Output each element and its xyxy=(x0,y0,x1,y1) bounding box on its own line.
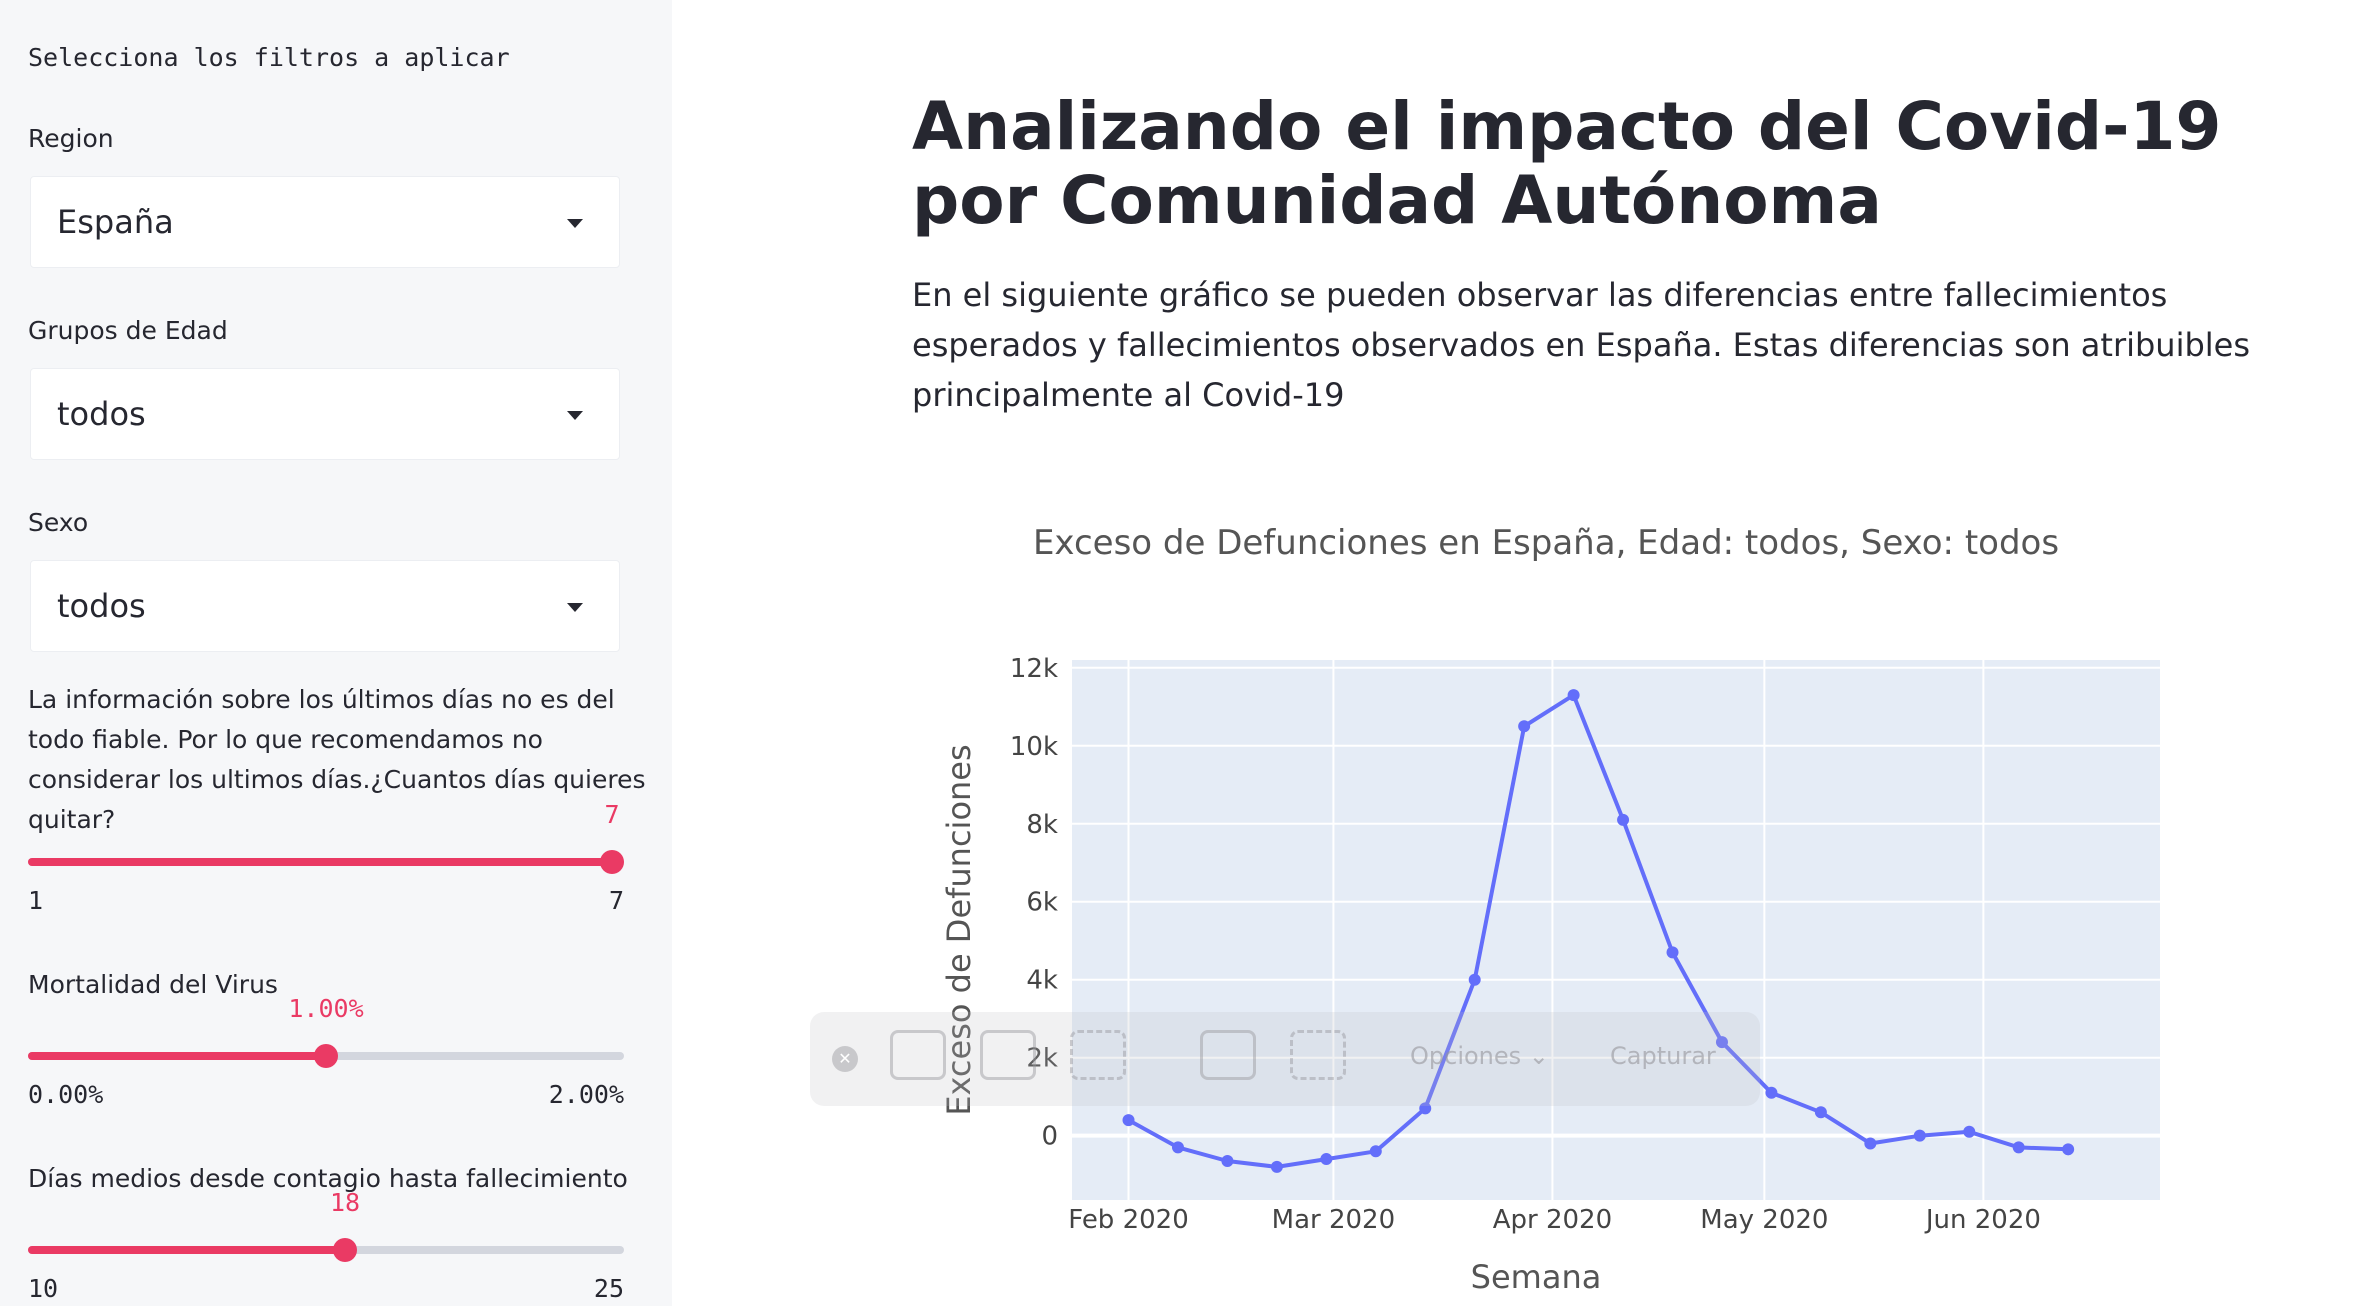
region-select-value: España xyxy=(57,203,174,241)
days-info-text: La información sobre los últimos días no… xyxy=(28,685,646,834)
data-point xyxy=(1814,1106,1827,1119)
age-group-select[interactable]: todos xyxy=(30,368,620,460)
age-group-select-value: todos xyxy=(57,395,146,433)
data-point xyxy=(1221,1155,1234,1168)
slider-thumb[interactable] xyxy=(314,1044,338,1068)
y-tick-label: 2k xyxy=(1026,1044,1058,1074)
sex-label: Sexo xyxy=(28,508,89,537)
page-title: Analizando el impacto del Covid-19 por C… xyxy=(912,88,2222,239)
data-point xyxy=(1320,1153,1333,1166)
x-tick-label: Feb 2020 xyxy=(1068,1205,1188,1235)
page-description: En el siguiente gráfico se pueden observ… xyxy=(912,276,2251,414)
sex-select-value: todos xyxy=(57,587,146,625)
mortality-label: Mortalidad del Virus xyxy=(28,970,278,999)
avg-days-slider[interactable]: 18 10 25 xyxy=(28,1188,624,1306)
days-to-remove-slider[interactable]: 7 1 7 xyxy=(28,800,624,938)
y-axis-label: Exceso de Defunciones xyxy=(940,744,978,1115)
sidebar-heading: Selecciona los filtros a aplicar xyxy=(28,43,510,72)
data-point xyxy=(2062,1143,2075,1156)
data-point xyxy=(1171,1141,1184,1154)
slider-thumb[interactable] xyxy=(600,850,624,874)
record-screen-icon[interactable] xyxy=(1200,1030,1256,1080)
x-tick-label: May 2020 xyxy=(1700,1205,1828,1235)
capture-selection-icon[interactable] xyxy=(1070,1030,1126,1080)
x-tick-label: Apr 2020 xyxy=(1493,1205,1612,1235)
slider-thumb[interactable] xyxy=(333,1238,358,1262)
excess-deaths-chart[interactable]: Exceso de Defunciones en España, Edad: t… xyxy=(912,500,2252,1306)
data-point xyxy=(1468,973,1481,986)
screenshot-toolbar-overlay[interactable]: ✕ Opciones ⌄ Capturar xyxy=(810,1012,1760,1106)
data-point xyxy=(1765,1086,1778,1099)
capture-window-icon[interactable] xyxy=(980,1030,1036,1080)
region-label: Region xyxy=(28,124,114,153)
y-tick-label: 10k xyxy=(1010,732,1058,762)
data-point xyxy=(1666,946,1679,959)
series-line xyxy=(1127,693,2069,1169)
slider-value: 18 xyxy=(330,1188,361,1217)
close-icon[interactable]: ✕ xyxy=(832,1046,858,1072)
y-tick-label: 4k xyxy=(1026,966,1058,996)
region-select[interactable]: España xyxy=(30,176,620,268)
slider-value: 7 xyxy=(604,800,620,829)
data-point xyxy=(1122,1114,1135,1127)
slider-min: 10 xyxy=(28,1274,59,1303)
slider-fill xyxy=(28,1052,326,1060)
chevron-down-icon xyxy=(567,603,583,612)
sidebar: Selecciona los filtros a aplicar Region … xyxy=(0,0,672,1306)
mortality-slider[interactable]: 1.00% 0.00% 2.00% xyxy=(28,994,624,1132)
options-button[interactable]: Opciones ⌄ xyxy=(1410,1042,1549,1070)
capture-button[interactable]: Capturar xyxy=(1610,1042,1716,1070)
data-point xyxy=(1715,1036,1728,1049)
data-point xyxy=(1617,813,1630,826)
age-group-label: Grupos de Edad xyxy=(28,316,228,345)
slider-min: 1 xyxy=(28,886,44,915)
y-tick-label: 8k xyxy=(1026,810,1058,840)
slider-max: 2.00% xyxy=(548,1080,624,1109)
chevron-down-icon xyxy=(567,219,583,228)
x-tick-label: Mar 2020 xyxy=(1272,1205,1396,1235)
data-point xyxy=(1864,1137,1877,1150)
data-point xyxy=(1913,1129,1926,1142)
chart-title: Exceso de Defunciones en España, Edad: t… xyxy=(1033,523,2059,563)
record-selection-icon[interactable] xyxy=(1290,1030,1346,1080)
chevron-down-icon xyxy=(567,411,583,420)
slider-max: 7 xyxy=(608,886,624,915)
x-axis-label: Semana xyxy=(1471,1258,1602,1296)
capture-screen-icon[interactable] xyxy=(890,1030,946,1080)
data-point xyxy=(1518,720,1531,733)
plot-area xyxy=(1072,660,2160,1200)
y-tick-label: 0 xyxy=(1041,1122,1058,1152)
y-tick-label: 6k xyxy=(1026,888,1058,918)
slider-fill xyxy=(28,1246,346,1254)
slider-fill xyxy=(28,858,612,866)
data-point xyxy=(1963,1125,1976,1138)
data-point xyxy=(1369,1145,1382,1158)
x-tick-label: Jun 2020 xyxy=(1924,1205,2041,1235)
data-point xyxy=(2012,1141,2025,1154)
main-content: Analizando el impacto del Covid-19 por C… xyxy=(672,0,2360,1306)
slider-max: 25 xyxy=(593,1274,624,1303)
slider-value: 1.00% xyxy=(288,994,364,1023)
sex-select[interactable]: todos xyxy=(30,560,620,652)
slider-min: 0.00% xyxy=(28,1080,104,1109)
data-point xyxy=(1419,1102,1432,1115)
y-tick-label: 12k xyxy=(1010,654,1058,684)
data-point xyxy=(1567,689,1580,702)
data-point xyxy=(1270,1160,1283,1173)
avg-days-label: Días medios desde contagio hasta falleci… xyxy=(28,1164,628,1193)
